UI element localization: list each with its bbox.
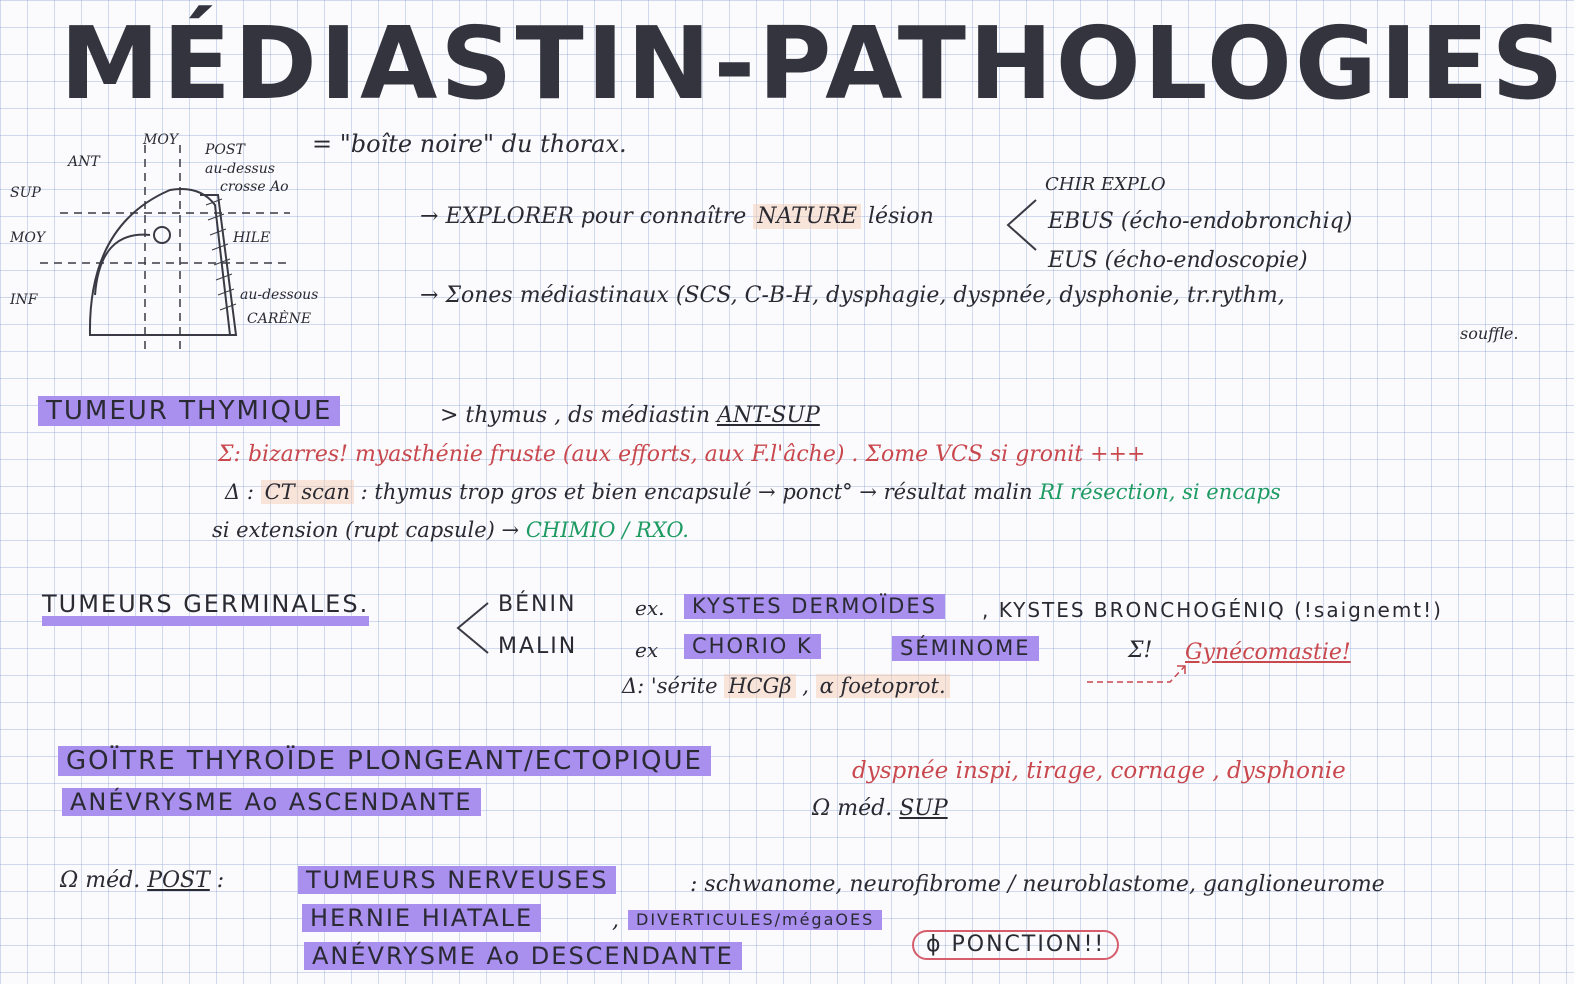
anevrysme-ascendante-label: ANÉVRYSME Ao ASCENDANTE — [62, 788, 481, 816]
goitre-label: GOÏTRE THYROÏDE PLONGEANT/ECTOPIQUE — [58, 746, 711, 776]
germinales-label: TUMEURS GERMINALES. — [42, 592, 370, 626]
goitre-loc-ul: SUP — [899, 796, 948, 821]
thymique-label: TUMEUR THYMIQUE — [38, 396, 341, 426]
germinales-kystes-broncho: , KYSTES BRONCHOGÉNIQ (!saignemt!) — [982, 598, 1443, 622]
post-item-tumeurs-nerveuses: TUMEURS NERVEUSES — [298, 866, 617, 894]
thymique-ct: CT scan — [260, 480, 354, 504]
syndromes-arrow: → — [420, 283, 439, 308]
thymique-loc-line: > thymus , ds médiastin ANT-SUP — [440, 405, 820, 427]
post-item-hernie-sep: , — [612, 908, 619, 933]
diagram-label-post: POST — [205, 142, 245, 158]
explore-option-1: CHIR EXPLO — [1045, 174, 1166, 195]
subtitle: = "boîte noire" du thorax. — [312, 130, 627, 158]
diagram-label-hile: HILE — [233, 230, 271, 246]
post-item-anevrysme-descendante: ANÉVRYSME Ao DESCENDANTE — [304, 942, 742, 970]
thymique-loc: > thymus , ds médiastin — [440, 403, 710, 428]
thymique-symptoms: Σ: bizarres! myasthénie fruste (aux effo… — [218, 442, 1146, 467]
thymique-ext-green: CHIMIO / RXO. — [525, 518, 689, 542]
explore-option-3: EUS (écho-endoscopie) — [1048, 248, 1308, 273]
germinales-kystes-dermoides: KYSTES DERMOÏDES — [684, 594, 945, 619]
germinales-malin: MALIN — [498, 634, 578, 659]
post-label-line: Ω méd. POST : — [60, 870, 224, 892]
diagram-label-ant: ANT — [68, 154, 100, 170]
thymique-loc-ul: ANT-SUP — [716, 403, 820, 428]
explore-option-2: EBUS (écho-endobronchiq) — [1048, 209, 1353, 234]
germinales-malin-ex: ex — [635, 638, 659, 662]
thymique-ext-line: si extension (rupt capsule) → CHIMIO / R… — [212, 520, 689, 541]
diagram-label-sup: SUP — [10, 185, 41, 201]
syndromes-line: → Σones médiastinaux (SCS, C-B-H, dyspha… — [420, 285, 1285, 307]
germinales-gyneco: Gynécomastie! — [1185, 640, 1351, 665]
diagram-post-note-2: crosse Ao — [220, 179, 289, 195]
germinales-dx-prefix: Δ: — [622, 674, 651, 698]
germinales-chorio: CHORIO K — [684, 634, 821, 659]
explore-text: EXPLORER pour connaître — [445, 204, 747, 229]
post-item-tumeurs-detail: : schwanome, neurofibrome / neuroblastom… — [690, 872, 1385, 897]
germinales-dx-text: 'sérite — [650, 674, 718, 698]
post-label-ul: POST — [147, 868, 210, 893]
thymique-ext: si extension (rupt capsule) → — [212, 518, 520, 542]
syndromes-text-2: souffle. — [1460, 324, 1519, 343]
mediastinum-diagram — [40, 145, 290, 355]
ponction-note: ϕ PONCTION!! — [912, 930, 1120, 960]
diagram-label-inf: INF — [10, 292, 38, 308]
thymique-dx-prefix: Δ : — [225, 480, 254, 504]
goitre-symptoms: dyspnée inspi, tirage, cornage , dysphon… — [852, 758, 1346, 784]
brace-icon — [1006, 199, 1037, 251]
goitre-loc-line: Ω méd. SUP — [812, 798, 948, 820]
germinales-seminome: SÉMINOME — [892, 636, 1039, 661]
diagram-post-note-1: au-dessus — [205, 161, 275, 177]
thymique-dx-green: RI résection, si encaps — [1039, 480, 1281, 504]
explore-nature: NATURE — [753, 204, 862, 229]
germinales-dx-line: Δ: 'sérite HCGβ , α foetoprot. — [622, 674, 950, 698]
germinales-afp: α foetoprot. — [815, 674, 950, 698]
diagram-below-1: au-dessous — [240, 287, 319, 303]
thymique-dx-line: Δ : CT scan : thymus trop gros et bien e… — [225, 480, 1281, 504]
germinales-dx-sep: , — [802, 674, 809, 698]
post-item-diverticules: DIVERTICULES/mégaOES — [628, 910, 883, 930]
page-title: MÉDIASTIN-PATHOLOGIES — [60, 5, 1567, 122]
brace-icon — [456, 602, 489, 654]
explore-arrow: → — [420, 204, 439, 229]
post-colon: : — [216, 868, 225, 893]
germinales-benin-ex: ex. — [635, 596, 665, 620]
thymique-dx-text: : thymus trop gros et bien encapsulé → p… — [360, 480, 853, 504]
dashed-arrow-icon — [1087, 665, 1186, 683]
diagram-label-moy-top: MOY — [143, 132, 179, 148]
syndromes-text: Σones médiastinaux (SCS, C-B-H, dysphagi… — [445, 283, 1285, 308]
diagram-label-moy-left: MOY — [10, 230, 46, 246]
post-item-hernie-hiatale: HERNIE HIATALE — [302, 904, 542, 932]
post-label: Ω méd. — [60, 868, 141, 893]
germinales-hcg: HCGβ — [724, 674, 796, 698]
diagram-below-2: CARÈNE — [247, 311, 312, 327]
explore-line: → EXPLORER pour connaître NATURE lésion — [420, 204, 934, 229]
explore-lesion: lésion — [868, 204, 934, 229]
germinales-sigma: Σ! — [1128, 638, 1153, 663]
goitre-loc: Ω méd. — [812, 796, 893, 821]
thymique-dx-result: → résultat malin — [859, 480, 1033, 504]
germinales-benin: BÉNIN — [498, 592, 577, 617]
